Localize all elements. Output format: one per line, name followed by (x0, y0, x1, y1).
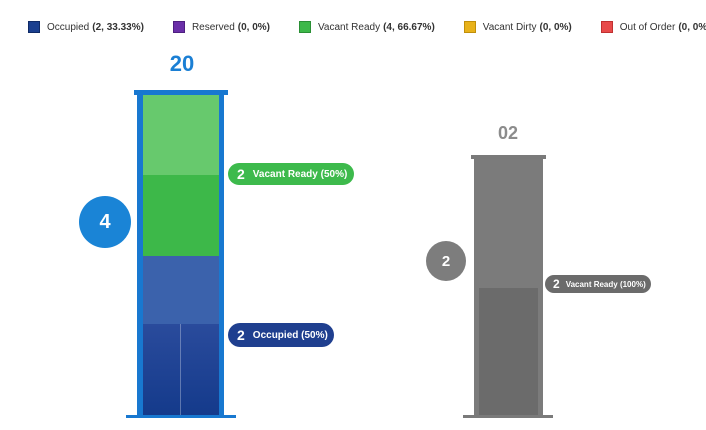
legend-item-out-of-order[interactable]: Out of Order (0, 0%) (600, 21, 706, 33)
pill-count: 2 (237, 166, 245, 182)
legend-stats: (4, 66.67%) (383, 21, 435, 33)
pill-count: 2 (553, 277, 560, 291)
legend-stats: (0, 0%) (678, 21, 706, 33)
total-units-badge: 2 (426, 241, 466, 281)
occupied-floor[interactable] (143, 256, 219, 324)
legend-item-reserved[interactable]: Reserved (0, 0%) (172, 21, 270, 33)
vacant-ready-floor[interactable] (143, 95, 219, 175)
vacant-ready-floor[interactable] (143, 175, 219, 256)
legend-label: Vacant Ready (318, 21, 381, 33)
legend-stats: (2, 33.33%) (92, 21, 144, 33)
legend-item-occupied[interactable]: Occupied (2, 33.33%) (28, 21, 144, 33)
vacant-ready-floor[interactable] (479, 288, 538, 415)
occupied-swatch (28, 21, 40, 33)
pill-count: 2 (237, 327, 245, 343)
building-title: 20 (169, 51, 195, 76)
legend: Occupied (2, 33.33%) Reserved (0, 0%) Va… (28, 21, 706, 33)
legend-label: Reserved (191, 21, 235, 33)
pill-label: Vacant Ready (100%) (565, 279, 646, 289)
building-title: 02 (497, 123, 519, 143)
legend-label: Out of Order (619, 21, 676, 33)
vacant-ready-pill[interactable]: 2 Vacant Ready (50%) (228, 163, 354, 185)
building-base (463, 415, 553, 418)
total-units-badge: 4 (79, 196, 131, 248)
legend-stats: (0, 0%) (237, 21, 270, 33)
out-of-order-swatch (600, 21, 613, 33)
building-base (126, 415, 236, 418)
building-roof (134, 90, 228, 95)
legend-label: Occupied (47, 21, 90, 33)
vacant-ready-swatch (299, 21, 311, 33)
legend-item-vacant-dirty[interactable]: Vacant Dirty (0, 0%) (463, 21, 572, 33)
pill-label: Vacant Ready (50%) (252, 168, 348, 180)
legend-label: Vacant Dirty (482, 21, 537, 33)
pill-label: Occupied (50%) (252, 329, 328, 341)
vacant-dirty-swatch (463, 21, 476, 33)
legend-stats: (0, 0%) (539, 21, 572, 33)
building-roof (471, 155, 546, 159)
vacant-ready-pill[interactable]: 2 Vacant Ready (100%) (545, 275, 651, 293)
occupied-floor[interactable] (143, 324, 219, 416)
reserved-swatch (172, 21, 185, 33)
legend-item-vacant-ready[interactable]: Vacant Ready (4, 66.67%) (299, 21, 435, 33)
occupied-pill[interactable]: 2 Occupied (50%) (228, 323, 334, 347)
floor-divider (180, 324, 181, 416)
